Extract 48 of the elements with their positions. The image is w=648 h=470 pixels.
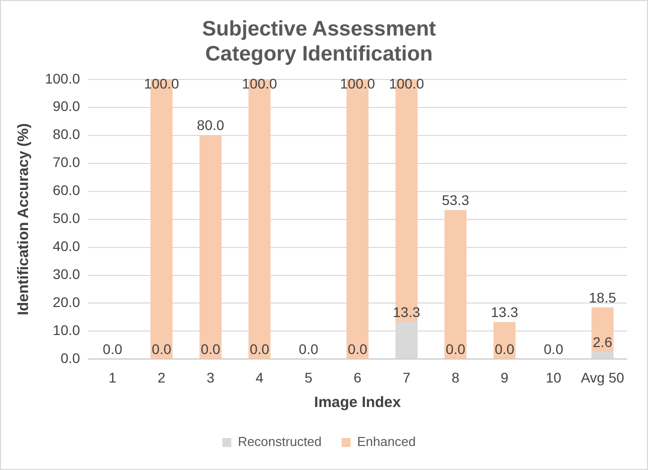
- x-tick-label: 8: [452, 369, 460, 386]
- y-tick-label: 0.0: [60, 350, 80, 366]
- y-tick-label: 50.0: [52, 210, 80, 226]
- data-label: 13.3: [490, 304, 518, 320]
- data-label: 2.6: [592, 334, 612, 350]
- data-label: 0.0: [102, 341, 122, 358]
- bar: [200, 135, 222, 359]
- x-tick-label: 6: [354, 369, 362, 386]
- data-label: 13.3: [392, 304, 420, 320]
- data-label: 0.0: [544, 341, 564, 358]
- data-label: 0.0: [152, 341, 172, 358]
- y-tick-label: 90.0: [52, 98, 80, 114]
- x-tick-label: 7: [402, 369, 411, 386]
- data-label: 0.0: [446, 341, 466, 358]
- data-label: 0.0: [298, 341, 318, 358]
- x-tick-label: 10: [546, 369, 562, 386]
- x-axis-title: Image Index: [314, 394, 402, 412]
- data-label: 100.0: [340, 75, 376, 92]
- legend-label: Enhanced: [357, 434, 416, 450]
- x-tick-label: 3: [206, 369, 215, 386]
- y-tick-label: 10.0: [52, 322, 80, 338]
- y-axis-title: Identification Accuracy (%): [15, 123, 32, 316]
- y-tick-label: 30.0: [52, 266, 80, 282]
- data-label: 80.0: [196, 117, 224, 134]
- bar: [444, 210, 467, 359]
- data-label: 0.0: [348, 341, 368, 358]
- data-label: 0.0: [494, 341, 514, 358]
- data-label: 100.0: [388, 75, 424, 92]
- data-label: 18.5: [588, 289, 616, 306]
- x-tick-label: 4: [256, 369, 264, 386]
- x-tick-label: 2: [158, 369, 166, 386]
- data-label: 100.0: [144, 75, 180, 92]
- legend-label: Reconstructed: [238, 434, 322, 450]
- data-label: 0.0: [200, 341, 220, 358]
- data-label: 100.0: [242, 75, 278, 92]
- data-label: 0.0: [250, 341, 270, 358]
- y-tick-label: 20.0: [52, 294, 80, 310]
- y-tick-label: 80.0: [52, 126, 80, 142]
- x-tick-label: Avg 50: [580, 369, 624, 386]
- y-tick-label: 100.0: [44, 70, 80, 86]
- chart-title: Subjective Assessment Category Identification: [202, 17, 436, 66]
- y-tick-label: 60.0: [52, 182, 80, 198]
- x-tick-label: 9: [500, 369, 509, 386]
- x-tick-label: 1: [108, 369, 117, 386]
- y-tick-label: 40.0: [52, 238, 80, 254]
- data-label: 53.3: [442, 192, 470, 208]
- y-tick-label: 70.0: [52, 154, 80, 170]
- x-tick-label: 5: [304, 369, 313, 386]
